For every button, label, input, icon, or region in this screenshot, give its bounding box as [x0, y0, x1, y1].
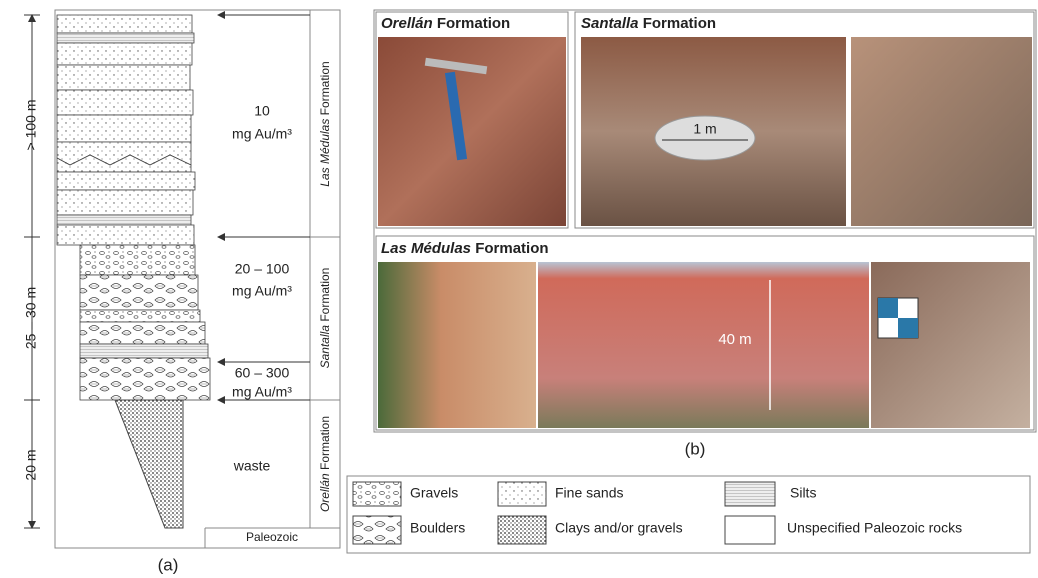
formation-label: Las Médulas Formation	[318, 61, 332, 186]
photo-title: Las Médulas Formation	[381, 240, 549, 257]
las-medulas-layers	[56, 14, 196, 246]
photo	[871, 262, 1030, 428]
photo	[851, 37, 1032, 226]
thickness-label: 20 m	[23, 449, 39, 480]
formation-label: Santalla Formation	[318, 268, 332, 369]
basement-label: Paleozoic	[246, 530, 298, 544]
photo-title: Orellán Formation	[381, 15, 510, 32]
waste-label: waste	[233, 458, 271, 474]
caption: (a)	[158, 555, 179, 574]
photo-box	[375, 235, 1035, 431]
grade-unit: mg Au/m³	[232, 126, 292, 142]
grade-value: 60 – 300	[235, 365, 290, 381]
legend-label: Fine sands	[555, 485, 623, 501]
legend-swatch	[497, 515, 547, 545]
grade-labels: 10 mg Au/m³ 20 – 100 mg Au/m³ 60 – 300 m…	[232, 103, 292, 474]
legend-label: Clays and/or gravels	[555, 520, 683, 536]
legend-label: Silts	[790, 485, 816, 501]
photo-title: Santalla Formation	[581, 15, 716, 32]
scale-label: 40 m	[718, 331, 751, 348]
legend-frame	[346, 475, 1031, 554]
level-arrows	[217, 11, 310, 404]
photo-panel: Orellán Formation Santalla Formation Las…	[373, 9, 1037, 458]
legend-swatch	[724, 515, 776, 545]
grade-value: 20 – 100	[235, 261, 290, 277]
thickness-label: 25 – 30 m	[23, 287, 39, 349]
legend-swatch	[352, 515, 402, 545]
photo	[378, 262, 536, 428]
legend-label: Boulders	[410, 520, 465, 536]
scale-target	[877, 297, 919, 339]
orellan-layer	[114, 399, 184, 529]
caption: (b)	[685, 439, 706, 458]
photo-box	[574, 11, 1035, 229]
grade-unit: mg Au/m³	[232, 283, 292, 299]
photo	[538, 262, 869, 428]
formation-label: Orellán Formation	[318, 416, 332, 512]
grade-value: 10	[254, 103, 270, 119]
column-frame	[54, 9, 341, 549]
legend-swatch	[724, 481, 776, 507]
scale-label: 1 m	[693, 121, 716, 137]
hammer	[424, 57, 488, 161]
photo-frame	[373, 9, 1037, 433]
thickness-label: > 100 m	[23, 100, 39, 151]
legend-label: Gravels	[410, 485, 458, 501]
stratigraphic-column: > 100 m 25 – 30 m 20 m 10 mg Au/m³ 20 – …	[23, 9, 341, 574]
boulder	[654, 115, 756, 161]
axis-ticks	[24, 14, 40, 529]
formation-dividers	[204, 236, 340, 548]
legend-label: Unspecified Paleozoic rocks	[787, 520, 962, 536]
grade-unit: mg Au/m³	[232, 384, 292, 400]
legend-swatch	[352, 481, 402, 507]
santalla-layers	[79, 244, 211, 401]
legend: Gravels Boulders Fine sands Clays and/or…	[346, 475, 1031, 554]
legend-swatch	[497, 481, 547, 507]
photo-box	[375, 11, 569, 229]
